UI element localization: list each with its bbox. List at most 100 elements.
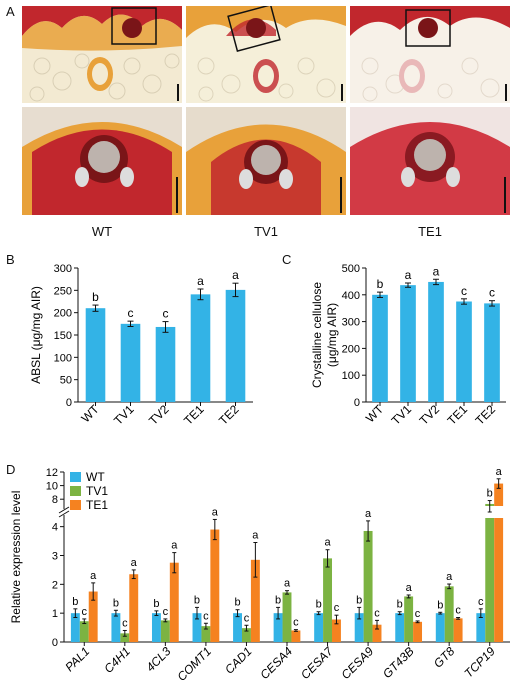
x-tick-label: WT (79, 402, 103, 426)
chart-cellulose: Crystalline cellulose (μg/mg AIR) 0 100 200 3… (310, 263, 506, 428)
gene-label: GT43B (380, 644, 417, 681)
significance-letter: c (203, 610, 209, 622)
bar (120, 633, 130, 642)
y-axis-label: Crystalline cellulose (310, 282, 324, 388)
bar (192, 613, 202, 642)
x-tick-label: TV1 (389, 402, 415, 428)
bar (400, 285, 416, 402)
legend-label: TV1 (86, 484, 108, 498)
panel-label-a: A (6, 4, 15, 19)
bar (79, 621, 89, 642)
bar (453, 618, 463, 642)
bar (169, 562, 179, 642)
significance-letter: c (163, 307, 169, 321)
bar (70, 613, 80, 642)
bar (494, 518, 504, 642)
x-tick-label: TE1 (445, 402, 471, 428)
bar (494, 483, 504, 506)
bar (282, 592, 292, 642)
bar (85, 308, 106, 402)
y-tick-label: 10 (46, 481, 58, 493)
bar (250, 559, 260, 642)
significance-letter: c (415, 608, 421, 620)
axis-break-mark (58, 510, 70, 518)
bar (111, 613, 121, 642)
significance-letter: c (478, 596, 484, 608)
bar (225, 289, 246, 402)
significance-letter: a (284, 578, 291, 590)
bar (151, 613, 161, 642)
y-tick-label: 0 (354, 397, 360, 409)
significance-letter: a (406, 582, 413, 594)
y-tick-label: 12 (46, 467, 58, 479)
bar (476, 613, 486, 642)
gene-label: CESA9 (338, 644, 376, 682)
y-tick-label: 400 (342, 290, 360, 302)
significance-letter: b (437, 599, 443, 611)
y-axis-label: (μg/mg AIR) (325, 303, 339, 367)
x-tick-label: TV1 (111, 402, 137, 428)
gene-label: CESA7 (298, 643, 337, 682)
y-tick-label: 150 (54, 330, 72, 342)
micrograph-wt-detail (22, 107, 182, 215)
x-tick-label: TE2 (216, 402, 242, 428)
significance-letter: a (446, 571, 453, 583)
bar (210, 529, 220, 642)
significance-letter: a (131, 557, 138, 569)
y-axis-label: Relative expression level (9, 491, 23, 624)
significance-letter: b (113, 597, 119, 609)
panel-label-d: D (6, 462, 16, 477)
micrograph-wt-detail-svg (22, 107, 182, 215)
bar (88, 591, 98, 642)
micrograph-te1-detail-svg (350, 107, 510, 215)
significance-letter: b (275, 594, 281, 606)
significance-letter: b (356, 594, 362, 606)
bar (485, 518, 495, 642)
micrograph-tv1-detail-svg (186, 107, 346, 215)
significance-letter: a (232, 268, 239, 282)
y-tick-label: 250 (54, 285, 72, 297)
significance-letter: c (489, 286, 495, 300)
significance-letter: b (377, 277, 384, 291)
significance-letter: b (72, 596, 78, 608)
genotype-label-wt: WT (91, 224, 113, 239)
legend-label: TE1 (86, 498, 108, 512)
chart-absl: ABSL (μg/mg AIR) 0 50 100 150 200 250 300 b WT c TV… (29, 263, 253, 428)
bar (404, 596, 414, 642)
bar (413, 621, 423, 642)
x-tick-label: TV2 (417, 402, 443, 428)
gene-label: 4CL3 (143, 644, 173, 674)
micrograph-tv1-overview (186, 6, 346, 103)
y-tick-label: 3 (52, 550, 58, 562)
significance-letter: b (397, 599, 403, 611)
bar (155, 326, 176, 402)
significance-letter: a (197, 274, 204, 288)
genotype-label-te1: TE1 (418, 224, 442, 239)
x-tick-label: TE2 (473, 402, 499, 428)
significance-letter: a (324, 537, 331, 549)
bar (444, 586, 454, 642)
y-tick-label: 200 (342, 343, 360, 355)
significance-letter: c (461, 284, 467, 298)
genotype-label-tv1: TV1 (254, 224, 278, 239)
micrograph-tv1-overview-svg (186, 6, 346, 103)
bar (273, 613, 283, 642)
bar (129, 574, 139, 642)
y-tick-label: 200 (54, 308, 72, 320)
y-tick-label: 300 (342, 317, 360, 329)
bar (363, 530, 373, 642)
significance-letter: c (455, 604, 461, 616)
micrograph-wt-overview (22, 6, 182, 103)
significance-letter: a (496, 466, 503, 478)
micrograph-tv1-detail (186, 107, 346, 215)
significance-letter: b (487, 488, 493, 500)
significance-letter: c (244, 612, 250, 624)
gene-label: C4H1 (101, 644, 133, 676)
significance-letter: c (293, 617, 299, 629)
significance-letter: c (334, 602, 340, 614)
bar (291, 630, 301, 642)
significance-letter: a (405, 268, 412, 282)
bar (201, 626, 211, 642)
bar (372, 624, 382, 642)
